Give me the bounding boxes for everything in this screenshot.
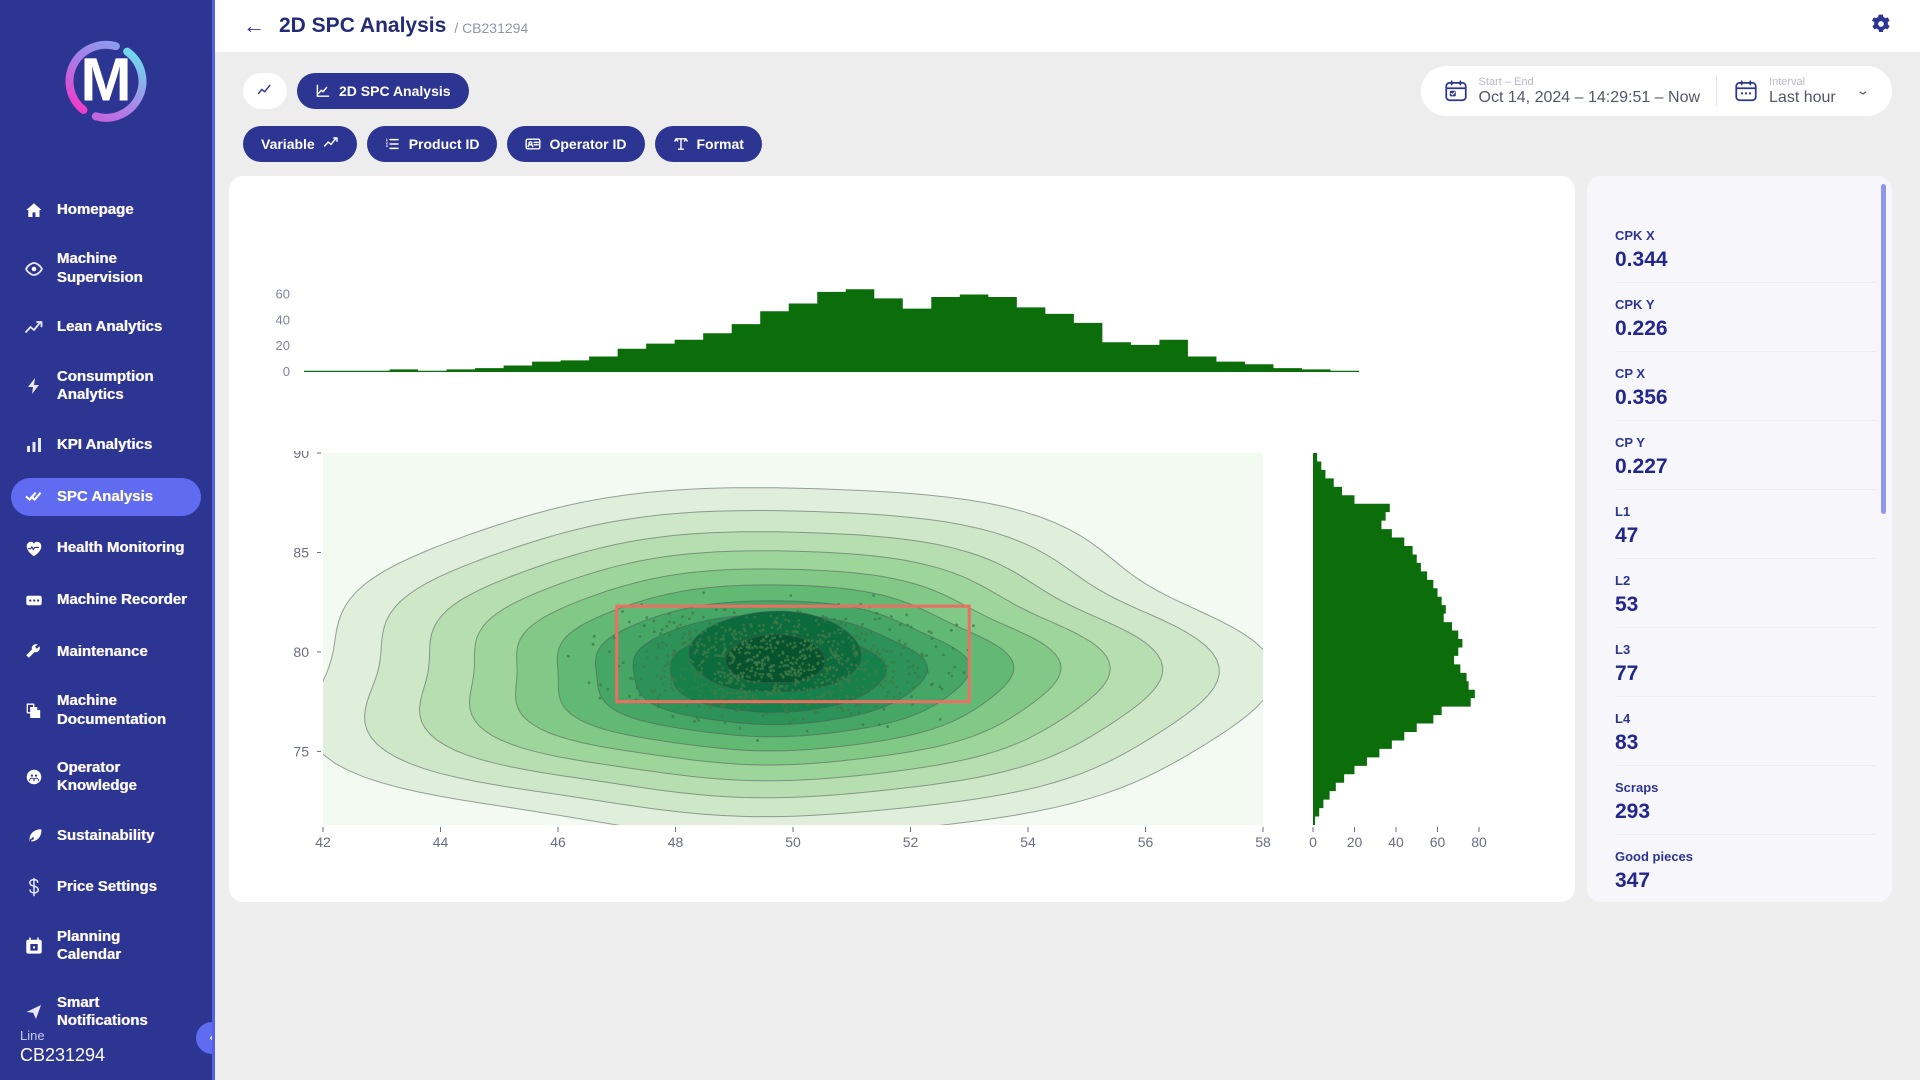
svg-text:90: 90 xyxy=(293,451,309,461)
svg-text:56: 56 xyxy=(1138,834,1154,850)
svg-text:85: 85 xyxy=(293,544,309,560)
svg-text:0: 0 xyxy=(1309,834,1317,850)
svg-text:75: 75 xyxy=(293,743,309,759)
svg-text:44: 44 xyxy=(433,834,449,850)
svg-text:52: 52 xyxy=(903,834,919,850)
svg-text:46: 46 xyxy=(550,834,566,850)
svg-text:54: 54 xyxy=(1020,834,1036,850)
svg-text:50: 50 xyxy=(785,834,801,850)
svg-text:42: 42 xyxy=(315,834,331,850)
svg-text:60: 60 xyxy=(1430,834,1446,850)
svg-text:20: 20 xyxy=(276,338,290,353)
svg-text:80: 80 xyxy=(1471,834,1487,850)
svg-text:40: 40 xyxy=(1388,834,1404,850)
svg-text:58: 58 xyxy=(1255,834,1271,850)
svg-text:48: 48 xyxy=(668,834,684,850)
svg-text:M: M xyxy=(80,46,131,115)
svg-text:60: 60 xyxy=(276,286,290,301)
svg-text:80: 80 xyxy=(293,644,309,660)
svg-text:0: 0 xyxy=(283,364,290,379)
svg-text:3: 3 xyxy=(386,144,388,148)
svg-text:20: 20 xyxy=(1347,834,1363,850)
svg-text:40: 40 xyxy=(276,312,290,327)
